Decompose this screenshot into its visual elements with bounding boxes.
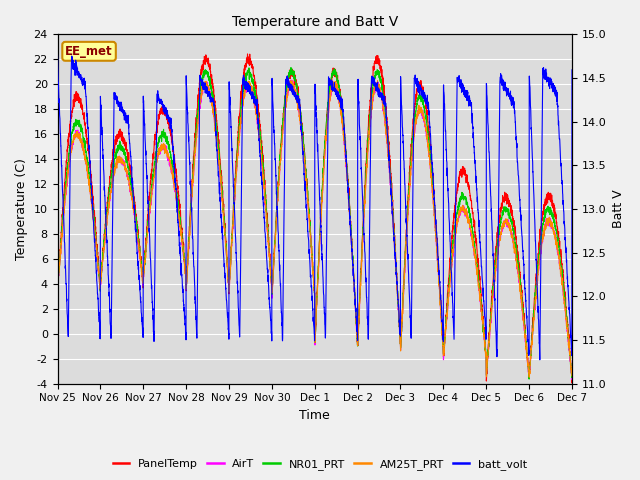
Y-axis label: Batt V: Batt V: [612, 190, 625, 228]
Y-axis label: Temperature (C): Temperature (C): [15, 158, 28, 260]
Text: EE_met: EE_met: [65, 45, 113, 58]
X-axis label: Time: Time: [300, 409, 330, 422]
Title: Temperature and Batt V: Temperature and Batt V: [232, 15, 398, 29]
Legend: PanelTemp, AirT, NR01_PRT, AM25T_PRT, batt_volt: PanelTemp, AirT, NR01_PRT, AM25T_PRT, ba…: [108, 455, 532, 474]
